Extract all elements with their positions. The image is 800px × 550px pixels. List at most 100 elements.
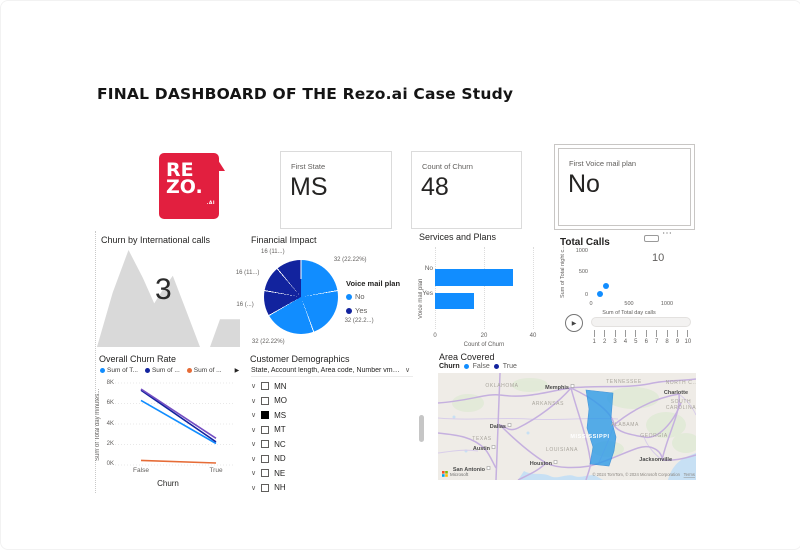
- x-tick: 0: [589, 301, 593, 307]
- visual-services-and-plans[interactable]: Services and Plans Voice mail plan No Ye…: [418, 231, 549, 353]
- kpi-card-first-state[interactable]: First State MS: [280, 151, 392, 229]
- legend-item-no[interactable]: No: [346, 292, 400, 301]
- visual-title: Overall Churn Rate: [99, 354, 177, 364]
- bar-yes[interactable]: [435, 293, 475, 309]
- legend-item[interactable]: Sum of T...: [100, 367, 138, 374]
- expand-chevron-icon[interactable]: ∨: [251, 470, 257, 478]
- visual-area-covered[interactable]: Area Covered Churn False True: [438, 350, 696, 481]
- play-axis-tick[interactable]: 1: [589, 330, 599, 345]
- pie-legend: Voice mail plan No Yes: [346, 279, 400, 320]
- checkbox[interactable]: [261, 411, 270, 420]
- pie-slice-label: 32 (22.22%): [251, 339, 285, 346]
- more-options-icon[interactable]: ⋯: [662, 228, 673, 239]
- map-canvas[interactable]: OKLAHOMA ARKANSAS TENNESSEE NORTH C... SOUTH…: [438, 373, 696, 480]
- play-axis-tick[interactable]: 7: [651, 330, 661, 345]
- slicer-item-mn[interactable]: ∨ MN: [251, 379, 413, 394]
- map-highlight-mississippi[interactable]: [585, 389, 617, 467]
- legend-label: Sum of ...: [151, 367, 180, 374]
- kpi-value: MS: [290, 173, 328, 201]
- slicer-item-label: MS: [274, 410, 287, 420]
- checkbox[interactable]: [261, 396, 270, 405]
- pie-chart[interactable]: [264, 260, 338, 334]
- tick-mark: [687, 330, 689, 337]
- play-axis-tick[interactable]: 8: [662, 330, 672, 345]
- play-axis-tick[interactable]: 10: [683, 330, 693, 345]
- legend-item[interactable]: Sum of ...: [144, 367, 180, 374]
- slicer-item-nc[interactable]: ∨ NC: [251, 437, 413, 452]
- visual-title: Customer Demographics: [250, 354, 350, 364]
- expand-chevron-icon[interactable]: ∨: [251, 383, 257, 391]
- x-tick: 20: [480, 333, 488, 339]
- play-axis-tick[interactable]: 5: [631, 330, 641, 345]
- legend-label: True: [502, 363, 517, 370]
- tick-mark: [656, 330, 658, 337]
- area-chart: [97, 250, 240, 347]
- visual-financial-impact[interactable]: Financial Impact 32 (22.22%) 32 (22.2...)…: [236, 235, 411, 353]
- tick-label: 1: [592, 339, 596, 345]
- slicer-item-ne[interactable]: ∨ NE: [251, 466, 413, 481]
- slicer-header[interactable]: State, Account length, Area code, Number…: [251, 366, 413, 377]
- kpi-value: No: [568, 170, 600, 198]
- category-label: No: [424, 265, 433, 272]
- play-slider-track[interactable]: [591, 317, 691, 327]
- expand-chevron-icon[interactable]: ∨: [251, 441, 257, 449]
- expand-chevron-icon[interactable]: ∨: [251, 412, 257, 420]
- play-axis-tick[interactable]: 6: [641, 330, 651, 345]
- scatter-point[interactable]: [597, 290, 604, 297]
- visual-total-calls[interactable]: ⋯ Total Calls Sum of Total night c... 10…: [558, 228, 696, 356]
- checkbox[interactable]: [261, 382, 270, 391]
- chevron-down-icon[interactable]: ∨: [405, 367, 411, 374]
- kpi-card-first-voice-mail-plan[interactable]: First Voice mail plan No: [554, 144, 695, 230]
- kpi-label: Count of Churn: [422, 162, 473, 171]
- visual-overall-churn-rate[interactable]: Overall Churn Rate Sum of T... Sum of ..…: [95, 353, 240, 495]
- play-axis-tick[interactable]: 3: [610, 330, 620, 345]
- play-axis: 1 2 3 4 5 6 7 8 9 10: [589, 330, 693, 345]
- visual-customer-demographics[interactable]: Customer Demographics State, Account len…: [249, 353, 425, 495]
- x-category: True: [209, 467, 223, 474]
- legend-item[interactable]: Sum of ...: [186, 367, 222, 374]
- bar-no[interactable]: [435, 269, 514, 286]
- slicer-item-mo[interactable]: ∨ MO: [251, 394, 413, 409]
- slicer-item-ms[interactable]: ∨ MS: [251, 408, 413, 423]
- checkbox[interactable]: [261, 483, 270, 492]
- pie-slice-label: 16 (11...): [261, 248, 285, 255]
- legend-next-arrow-icon[interactable]: ▶: [234, 368, 240, 374]
- tick-mark: [666, 330, 668, 337]
- svg-text:ALABAMA: ALABAMA: [611, 422, 639, 428]
- slicer-item-nd[interactable]: ∨ ND: [251, 452, 413, 467]
- slicer-item-label: MO: [274, 396, 288, 406]
- slicer-field-list: State, Account length, Area code, Number…: [251, 366, 403, 374]
- slicer-item-mt[interactable]: ∨ MT: [251, 423, 413, 438]
- legend-item-yes[interactable]: Yes: [346, 306, 400, 315]
- checkbox[interactable]: [261, 440, 270, 449]
- checkbox[interactable]: [261, 425, 270, 434]
- slicer-item-nh[interactable]: ∨ NH: [251, 481, 413, 496]
- x-tick: 40: [529, 333, 537, 339]
- play-button[interactable]: ▶: [565, 314, 583, 332]
- expand-chevron-icon[interactable]: ∨: [251, 484, 257, 492]
- play-axis-tick[interactable]: 9: [672, 330, 682, 345]
- checkbox[interactable]: [261, 454, 270, 463]
- legend-dot-icon: [186, 368, 192, 373]
- svg-text:Memphis: Memphis: [545, 385, 569, 391]
- visual-churn-by-international-calls[interactable]: Churn by International calls 3: [97, 233, 240, 347]
- scatter-point[interactable]: [603, 283, 610, 289]
- play-axis-tick[interactable]: 2: [599, 330, 609, 345]
- y-tick: 500: [578, 269, 588, 275]
- expand-chevron-icon[interactable]: ∨: [251, 426, 257, 434]
- expand-chevron-icon[interactable]: ∨: [251, 455, 257, 463]
- legend-dot-icon: [493, 364, 499, 369]
- logo-line2: ZO.: [166, 176, 203, 198]
- svg-text:TENNESSEE: TENNESSEE: [606, 379, 642, 385]
- expand-chevron-icon[interactable]: ∨: [251, 397, 257, 405]
- svg-text:Microsoft: Microsoft: [450, 472, 469, 477]
- tick-label: 4: [623, 339, 628, 345]
- slicer-scrollbar[interactable]: [419, 415, 424, 442]
- pin-icon[interactable]: [644, 235, 659, 242]
- svg-text:NORTH C...: NORTH C...: [666, 380, 696, 386]
- kpi-card-count-of-churn[interactable]: Count of Churn 48: [411, 151, 522, 229]
- play-axis-tick[interactable]: 4: [620, 330, 630, 345]
- svg-text:Jacksonville: Jacksonville: [639, 457, 672, 463]
- checkbox[interactable]: [261, 469, 270, 478]
- svg-text:Charlotte: Charlotte: [664, 390, 688, 396]
